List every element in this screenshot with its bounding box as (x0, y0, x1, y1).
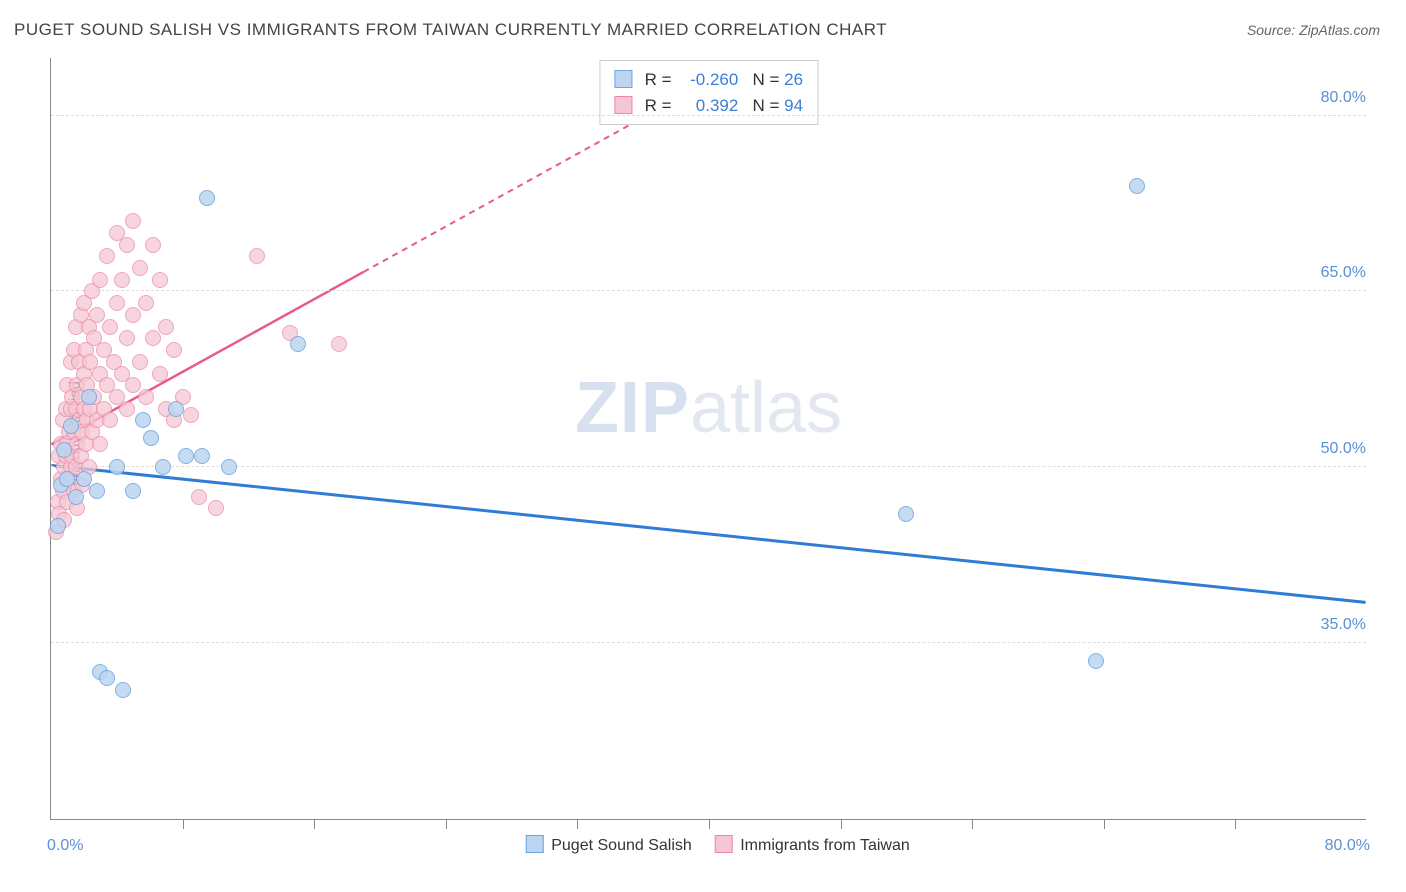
data-point-salish (99, 670, 115, 686)
data-point-taiwan (331, 336, 347, 352)
data-point-salish (143, 430, 159, 446)
x-tick (841, 819, 842, 829)
data-point-taiwan (166, 342, 182, 358)
trend-lines-layer (51, 58, 1366, 819)
data-point-salish (63, 418, 79, 434)
watermark: ZIPatlas (575, 367, 842, 449)
data-point-salish (1088, 653, 1104, 669)
data-point-salish (76, 471, 92, 487)
data-point-taiwan (132, 260, 148, 276)
data-point-taiwan (138, 295, 154, 311)
x-tick (446, 819, 447, 829)
data-point-taiwan (119, 330, 135, 346)
data-point-salish (135, 412, 151, 428)
data-point-taiwan (152, 272, 168, 288)
x-tick (709, 819, 710, 829)
y-tick-label: 50.0% (1319, 440, 1368, 458)
x-tick (577, 819, 578, 829)
y-tick-label: 65.0% (1319, 264, 1368, 282)
x-axis-min-label: 0.0% (47, 837, 83, 855)
chart-title: PUGET SOUND SALISH VS IMMIGRANTS FROM TA… (14, 20, 887, 40)
data-point-taiwan (119, 237, 135, 253)
data-point-taiwan (191, 489, 207, 505)
x-tick (183, 819, 184, 829)
data-point-taiwan (249, 248, 265, 264)
data-point-salish (50, 518, 66, 534)
gridline (51, 290, 1366, 291)
data-point-taiwan (152, 366, 168, 382)
data-point-salish (290, 336, 306, 352)
data-point-taiwan (125, 213, 141, 229)
legend: Puget Sound Salish Immigrants from Taiwa… (507, 835, 910, 855)
x-tick (972, 819, 973, 829)
trend-line-salish (51, 465, 1365, 602)
x-tick (1104, 819, 1105, 829)
legend-swatch-taiwan (714, 835, 732, 853)
data-point-salish (81, 389, 97, 405)
data-point-salish (56, 442, 72, 458)
data-point-taiwan (92, 272, 108, 288)
data-point-salish (898, 506, 914, 522)
data-point-taiwan (109, 295, 125, 311)
y-tick-label: 35.0% (1319, 616, 1368, 634)
data-point-salish (1129, 178, 1145, 194)
data-point-salish (89, 483, 105, 499)
gridline (51, 115, 1366, 116)
gridline (51, 642, 1366, 643)
data-point-salish (125, 483, 141, 499)
data-point-taiwan (92, 436, 108, 452)
data-point-taiwan (89, 307, 105, 323)
data-point-taiwan (99, 248, 115, 264)
data-point-salish (109, 459, 125, 475)
swatch-taiwan (614, 96, 632, 114)
data-point-taiwan (114, 272, 130, 288)
data-point-taiwan (132, 354, 148, 370)
source-attribution: Source: ZipAtlas.com (1247, 22, 1380, 38)
swatch-salish (614, 70, 632, 88)
data-point-salish (59, 471, 75, 487)
data-point-taiwan (102, 412, 118, 428)
y-tick-label: 80.0% (1319, 89, 1368, 107)
x-axis-max-label: 80.0% (1325, 837, 1370, 855)
data-point-taiwan (145, 237, 161, 253)
data-point-salish (194, 448, 210, 464)
legend-label-salish: Puget Sound Salish (551, 837, 692, 854)
data-point-salish (115, 682, 131, 698)
x-tick (1235, 819, 1236, 829)
legend-label-taiwan: Immigrants from Taiwan (740, 837, 910, 854)
data-point-salish (221, 459, 237, 475)
data-point-taiwan (158, 319, 174, 335)
x-tick (314, 819, 315, 829)
data-point-taiwan (119, 401, 135, 417)
data-point-taiwan (145, 330, 161, 346)
legend-swatch-salish (525, 835, 543, 853)
data-point-taiwan (138, 389, 154, 405)
data-point-taiwan (125, 377, 141, 393)
data-point-taiwan (208, 500, 224, 516)
data-point-salish (155, 459, 171, 475)
data-point-salish (199, 190, 215, 206)
data-point-taiwan (102, 319, 118, 335)
data-point-salish (68, 489, 84, 505)
stats-row-salish: R = -0.260 N = 26 (614, 67, 803, 93)
data-point-salish (178, 448, 194, 464)
data-point-salish (168, 401, 184, 417)
plot-area: ZIPatlas Currently Married 0.0% 80.0% R … (50, 58, 1366, 820)
data-point-taiwan (183, 407, 199, 423)
data-point-taiwan (125, 307, 141, 323)
gridline (51, 466, 1366, 467)
